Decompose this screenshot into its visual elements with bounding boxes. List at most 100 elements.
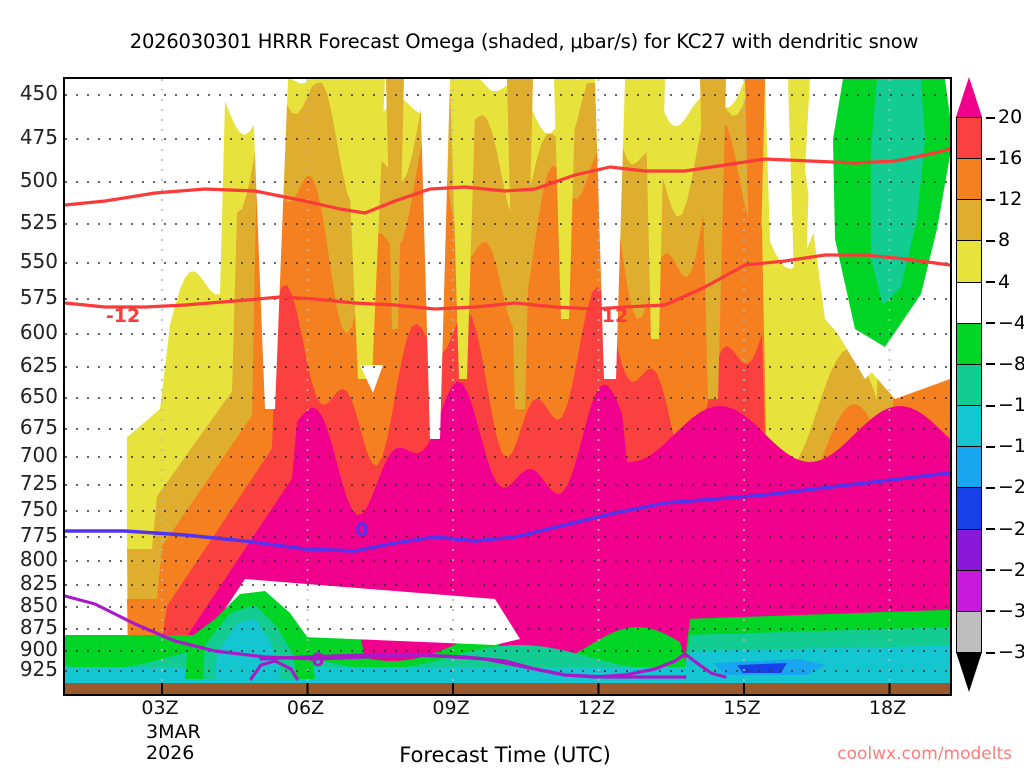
dgz-contour-label-left: -12: [105, 305, 141, 327]
colorbar-tick-mark: [986, 445, 995, 448]
y-axis-tick-label: 575: [19, 285, 58, 309]
colorbar-tick-label: 20: [986, 106, 1022, 128]
colorbar-swatch: [956, 117, 982, 160]
colorbar-tick-label: −20: [986, 476, 1024, 498]
colorbar-tick-mark: [986, 610, 995, 613]
omega-minimum-stripe: [450, 79, 476, 379]
colorbar-tick-label: 8: [986, 229, 1010, 251]
y-axis-tick-label: 650: [19, 384, 58, 408]
omega-minimum-stripe: [420, 79, 450, 439]
omega-white-hole: [360, 365, 383, 393]
colorbar-tick-mark: [986, 363, 995, 366]
dgz-lower-contour-line: [65, 253, 950, 311]
omega-band-neg8-neg12-teal: [871, 79, 925, 305]
surface-freezing-contour-line: [65, 594, 727, 679]
surface-band-neg12-neg16-cyan: [65, 645, 950, 694]
y-axis-tick-label: 900: [19, 637, 58, 661]
colorbar-tick-mark: [986, 528, 995, 531]
colorbar-tick-label: −16: [986, 435, 1024, 457]
omega-minimum-stripe: [645, 79, 665, 339]
ground-strip: [65, 683, 950, 694]
colorbar-tick-mark: [986, 157, 995, 160]
omega-minimum-stripe: [788, 79, 812, 309]
x-axis-tick-label: 15Z: [723, 697, 761, 719]
colorbar-tick-label: −12: [986, 394, 1024, 416]
colorbar-tick-mark: [986, 198, 995, 201]
colorbar-swatch: [956, 363, 982, 407]
dgz-upper-contour-line: [65, 147, 950, 215]
y-axis-tick-label: 525: [19, 210, 58, 234]
omega-shaded-field: [65, 79, 950, 694]
omega-maximum-stripe: [386, 79, 404, 329]
colorbar-tick-mark: [986, 651, 995, 654]
dgz-contour-label-right: -12: [593, 305, 629, 327]
y-axis-tick-label: 475: [19, 125, 58, 149]
colorbar-tick-mark: [986, 239, 995, 242]
no-omega-white-right-edge: [927, 229, 950, 379]
freezing-level-contour-label: 0: [355, 519, 369, 541]
surface-freezing-contour-bump: [249, 659, 299, 681]
y-axis-tick-label: 925: [19, 657, 58, 681]
colorbar-tick-mark: [986, 281, 995, 284]
freezing-level-contour-line: [65, 471, 950, 553]
colorbar-swatch: [956, 487, 982, 531]
y-axis-tick-label: 550: [19, 249, 58, 273]
y-axis-tick-label: 850: [19, 593, 58, 617]
colorbar-swatch: [956, 199, 982, 242]
watermark: coolwx.com/modelts: [837, 744, 1012, 764]
colorbar-tick-mark: [986, 404, 995, 407]
y-axis-tick-label: 600: [19, 320, 58, 344]
colorbar-arrow-max: [956, 77, 982, 117]
x-axis-tick-label: 12Z: [577, 697, 616, 719]
y-axis-tick-label: 775: [19, 523, 58, 547]
colorbar-arrow-min: [956, 652, 982, 692]
colorbar-swatch: [956, 240, 982, 284]
colorbar-tick-label: 4: [986, 271, 1010, 293]
colorbar-tick-label: −4: [986, 312, 1024, 334]
no-omega-white-left-edge: [65, 79, 127, 694]
colorbar-tick-label: −8: [986, 353, 1024, 375]
x-axis-date-stack: 3MAR 2026: [146, 721, 201, 764]
x-axis-tick-label: 18Z: [868, 697, 907, 719]
y-axis-tick-label: 875: [19, 615, 58, 639]
y-axis-tick-label: 625: [19, 353, 58, 377]
colorbar-tick-mark: [986, 486, 995, 489]
x-axis-tick-label: 03Z: [141, 697, 179, 719]
y-axis-tick-label: 825: [19, 571, 58, 595]
x-axis-title: Forecast Time (UTC): [399, 743, 611, 767]
omega-maximum-stripe: [507, 79, 533, 409]
surface-freezing-contour-label: 0: [311, 649, 325, 671]
colorbar-tick-label: 12: [986, 188, 1022, 210]
colorbar-swatch: [956, 569, 982, 613]
colorbar-swatch: [956, 446, 982, 489]
y-axis-tick-label: 500: [19, 168, 58, 192]
colorbar-swatch: [956, 281, 982, 325]
x-axis-labels: 03Z 06Z 09Z 12Z 15Z 18Z: [63, 697, 948, 727]
y-axis-tick-label: 450: [19, 81, 58, 105]
y-axis-tick-label: 675: [19, 415, 58, 439]
x-axis-tick-label: 06Z: [286, 697, 325, 719]
colorbar-tick-label: −36: [986, 641, 1024, 663]
y-axis-tick-label: 700: [19, 443, 58, 467]
colorbar-swatch: [956, 610, 982, 654]
colorbar-swatch: [956, 322, 982, 366]
plot-area: -12 -12 0 0: [63, 77, 952, 696]
colorbar-tick-label: −24: [986, 518, 1024, 540]
colorbar-tick-mark: [986, 116, 995, 119]
colorbar-tick-label: −28: [986, 559, 1024, 581]
x-axis-tick-label: 09Z: [432, 697, 470, 719]
colorbar-swatch: [956, 528, 982, 572]
y-axis-tick-label: 750: [19, 497, 58, 521]
omega-maximum-stripe: [745, 79, 765, 329]
colorbar-tick-mark: [986, 322, 995, 325]
colorbar-swatch: [956, 405, 982, 448]
surface-freezing-contour-line-2: [259, 653, 687, 679]
y-axis-tick-label: 800: [19, 547, 58, 571]
omega-minimum-stripe: [595, 79, 625, 379]
colorbar-tick-label: 16: [986, 147, 1022, 169]
surface-band-neg20-neg24-blue: [737, 663, 787, 673]
chart-title-line1: 2026030301 HRRR Forecast Omega (shaded, …: [129, 30, 919, 53]
colorbar-swatch: [956, 158, 982, 201]
omega-maximum-stripe: [700, 79, 726, 399]
